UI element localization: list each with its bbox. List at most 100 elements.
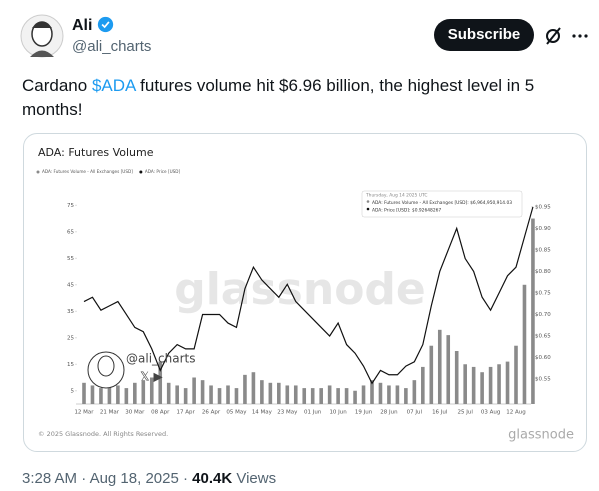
- x-tick-label: 26 Apr: [202, 410, 221, 416]
- overlay-icons: 𝕏 ▶: [140, 370, 163, 384]
- x-tick-label: 17 Apr: [177, 410, 196, 416]
- chart-title: ADA: Futures Volume: [38, 146, 154, 159]
- time[interactable]: 3:28 AM: [22, 470, 78, 487]
- overlay-handle: @ali_charts: [126, 352, 195, 366]
- x-tick-label: 30 Mar: [125, 410, 145, 416]
- legend-label: ADA: Futures Volume - All Exchanges [USD…: [42, 169, 133, 174]
- x-tick-label: 16 Jul: [432, 410, 448, 416]
- bar: [488, 366, 493, 404]
- y-tick-label: 35: [67, 309, 74, 315]
- bar: [243, 374, 247, 404]
- x-tick-label: 12 Aug: [506, 410, 526, 416]
- bar: [268, 382, 273, 404]
- y-tick-label: 75: [67, 203, 74, 209]
- bar: [412, 380, 417, 404]
- x-tick-label: 01 Jun: [304, 410, 322, 416]
- bar: [344, 388, 349, 404]
- bar: [378, 382, 383, 404]
- date[interactable]: Aug 18, 2025: [89, 470, 179, 487]
- y2-tick-label: $0.85: [535, 247, 551, 253]
- separator: ·: [81, 470, 87, 487]
- tooltip-text: ADA: Futures Volume - All Exchanges [USD…: [372, 200, 512, 206]
- y-tick-label: 5: [71, 388, 75, 394]
- bar: [514, 345, 518, 404]
- y-tick-label: 25: [67, 335, 74, 341]
- bar: [522, 284, 527, 404]
- y-tick-label: 15: [67, 362, 74, 368]
- subscribe-button[interactable]: Subscribe: [434, 19, 534, 51]
- bar: [260, 380, 264, 404]
- bar: [124, 388, 129, 404]
- tooltip-marker: [366, 207, 370, 211]
- tweet-actions[interactable]: [543, 24, 593, 48]
- bar: [141, 380, 146, 404]
- bar: [99, 388, 103, 404]
- bar: [166, 382, 171, 404]
- bar: [395, 385, 400, 404]
- bar: [192, 377, 196, 404]
- x-tick-label: 03 Aug: [481, 410, 501, 416]
- bar: [319, 388, 323, 404]
- text: Cardano: [22, 76, 92, 95]
- bar: [158, 361, 163, 404]
- bar: [480, 372, 484, 404]
- x-tick-label: 08 Apr: [151, 410, 170, 416]
- y2-tick-label: $0.60: [535, 355, 551, 361]
- bar: [175, 385, 179, 404]
- chart: ADA: Futures Volume glassnode © 2025 Gla…: [36, 146, 574, 443]
- bar: [234, 388, 239, 404]
- bar: [454, 351, 459, 404]
- bar: [217, 388, 222, 404]
- handle[interactable]: @ali_charts: [72, 38, 152, 55]
- tweet-meta: 3:28 AM · Aug 18, 2025 · 40.4K Views: [22, 470, 276, 487]
- legend-marker: [139, 170, 143, 174]
- bar: [353, 390, 357, 404]
- bar: [421, 366, 425, 404]
- bar: [310, 388, 315, 404]
- y2-tick-label: $0.55: [535, 377, 551, 383]
- bar: [90, 385, 95, 404]
- bar: [387, 385, 391, 404]
- separator: ·: [182, 470, 188, 487]
- tooltip-marker: [366, 200, 370, 203]
- bar: [446, 335, 451, 404]
- legend-marker: [36, 170, 40, 174]
- verified-badge: [97, 16, 114, 33]
- y-tick-label: 45: [67, 282, 74, 288]
- x-tick-label: 21 Mar: [100, 410, 120, 416]
- tooltip-box: [361, 190, 523, 218]
- y-tick-label: 65: [67, 229, 74, 235]
- x-tick-label: 23 May: [277, 410, 298, 416]
- views-label: Views: [236, 470, 277, 487]
- name[interactable]: Ali: [72, 17, 93, 34]
- cashtag[interactable]: $ADA: [91, 76, 136, 95]
- author-name[interactable]: Ali: [72, 16, 114, 35]
- bar: [133, 382, 137, 404]
- bar: [251, 372, 256, 404]
- x-tick-label: 05 May: [226, 410, 247, 416]
- text: futures volume hit $6.96 billion, the hi…: [22, 76, 535, 119]
- y2-tick-label: $0.90: [535, 226, 551, 232]
- bar: [116, 385, 120, 404]
- overlay-face: [97, 355, 115, 377]
- bar: [82, 382, 86, 404]
- bar: [404, 388, 408, 404]
- x-tick-label: 28 Jun: [380, 410, 398, 416]
- x-tick-label: 14 May: [252, 410, 273, 416]
- x-tick-label: 19 Jun: [355, 410, 373, 416]
- y2-tick-label: $0.65: [535, 334, 551, 340]
- bar: [302, 388, 307, 404]
- bar: [107, 380, 112, 404]
- bar: [497, 364, 501, 404]
- bar: [200, 380, 205, 404]
- bar: [285, 385, 290, 404]
- chart-footer: © 2025 Glassnode. All Rights Reserved.: [38, 430, 168, 438]
- y2-tick-label: $0.95: [535, 204, 551, 210]
- watermark: glassnode: [174, 264, 426, 315]
- avatar[interactable]: [20, 14, 64, 58]
- x-tick-label: 25 Jul: [457, 410, 473, 416]
- media-card[interactable]: [23, 133, 587, 452]
- views: 40.4K: [192, 470, 233, 487]
- y2-tick-label: $0.80: [535, 269, 551, 275]
